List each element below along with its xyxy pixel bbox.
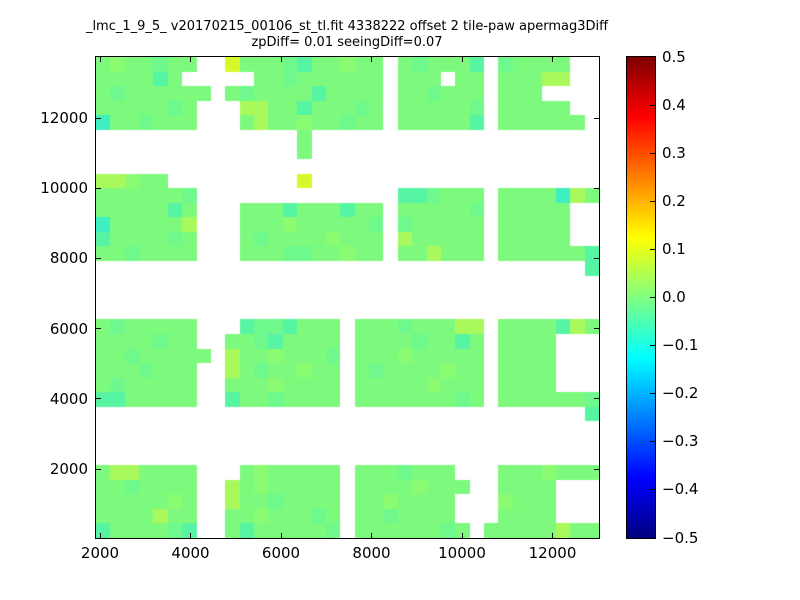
y-tick-right [594,468,599,470]
y-tick-right [594,398,599,400]
title-block: _lmc_1_9_5_ v20170215_00106_st_tl.fit 43… [86,19,608,51]
colorbar-tick-label: −0.4 [662,480,699,499]
x-tick-top [371,57,372,62]
y-tick-right [594,328,599,330]
colorbar-tick-label: 0.2 [662,191,686,210]
x-tick-top [552,57,553,62]
colorbar-tick [650,393,655,395]
y-tick [96,257,101,259]
x-tick-label: 6000 [261,544,301,562]
x-tick-label: 2000 [80,544,120,562]
colorbar-tick-label: −0.1 [662,336,699,355]
x-tick [461,533,463,538]
y-tick-right [594,117,599,119]
colorbar [626,56,656,539]
colorbar-tick-label: −0.3 [662,432,699,451]
plot-subtitle: zpDiff= 0.01 seeingDiff=0.07 [251,35,443,50]
colorbar-tick [650,345,655,347]
y-tick-label: 10000 [40,179,88,198]
colorbar-tick [650,152,655,154]
x-tick-top [461,57,463,62]
x-tick [280,533,282,538]
heatmap-canvas [96,57,599,538]
x-tick-label: 8000 [352,544,391,562]
colorbar-tick-label: 0.0 [662,288,686,306]
x-tick-label: 12000 [528,544,577,562]
x-tick-top [190,57,191,62]
colorbar-tick-label: −0.5 [662,528,699,547]
colorbar-tick [650,248,655,250]
x-tick [371,533,372,538]
y-tick [96,328,101,330]
colorbar-tick-label: 0.1 [662,239,686,258]
x-tick [99,533,101,538]
x-tick [552,533,553,538]
y-tick-right [594,257,599,259]
colorbar-tick-label: −0.2 [662,384,699,403]
colorbar-tick [650,104,655,106]
x-tick [190,533,191,538]
y-tick-label: 8000 [49,249,88,268]
colorbar-tick [650,297,655,298]
x-tick-label: 4000 [171,544,210,562]
y-tick [96,117,101,119]
colorbar-tick-label: 0.5 [662,47,686,66]
colorbar-tick-label: 0.4 [662,95,686,114]
colorbar-tick [650,489,655,491]
colorbar-tick [650,200,655,202]
x-tick-top [280,57,282,62]
y-tick-label: 12000 [40,109,88,127]
colorbar-tick [650,441,655,443]
plot-title: _lmc_1_9_5_ v20170215_00106_st_tl.fit 43… [85,19,609,34]
y-tick [96,187,101,189]
x-tick-top [99,57,101,62]
y-tick [96,468,101,470]
colorbar-tick-label: 0.3 [662,143,686,162]
y-tick-label: 2000 [49,460,88,478]
x-tick-label: 10000 [438,544,486,562]
y-tick-label: 6000 [49,319,88,338]
y-tick-right [594,187,599,189]
y-tick-label: 4000 [49,389,88,408]
plot-axes [95,56,600,539]
y-tick [96,398,101,400]
